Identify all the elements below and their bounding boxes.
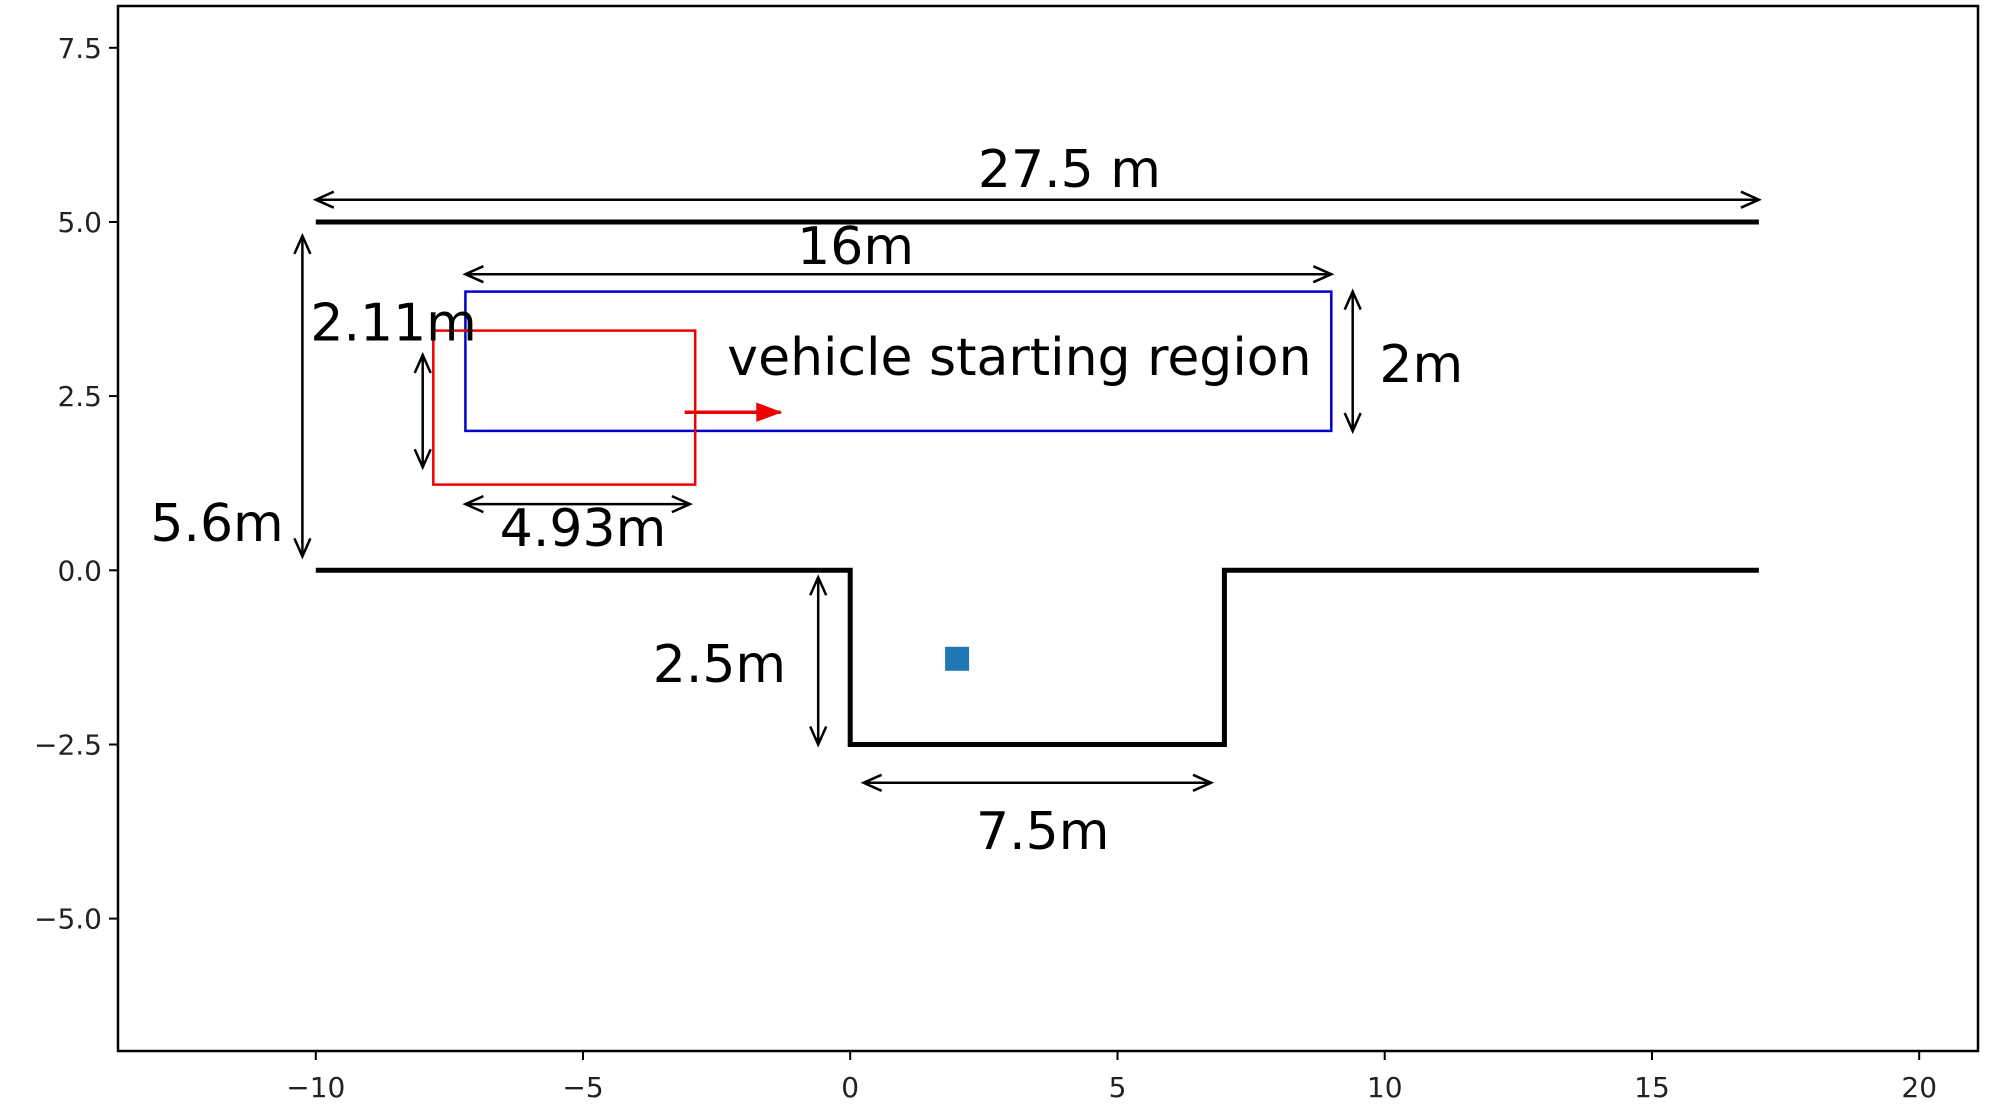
target-point	[945, 646, 970, 671]
x-tick-label: 15	[1634, 1071, 1670, 1104]
region-length-arrow	[462, 265, 1335, 284]
plot-area-frame	[116, 4, 1980, 1053]
vehicle-length-label: 4.93m	[500, 499, 666, 559]
y-tick-label: 7.5	[57, 32, 102, 65]
x-tick-label: −5	[562, 1071, 603, 1104]
vehicle-width-label: 2.11m	[310, 293, 476, 353]
annotation-labels: 27.5 m 16m 2m vehicle starting region 2.11m 4…	[150, 140, 1463, 862]
vehicle-starting-region	[464, 290, 1333, 433]
vehicle-length-arrow	[462, 494, 693, 514]
vehicle-width-arrow	[413, 351, 432, 471]
x-tick-label: 0	[841, 1071, 859, 1104]
x-tick-label: 20	[1901, 1071, 1937, 1104]
x-axis-ticks: −10 −5 0 5 10 15 20	[286, 1051, 1937, 1104]
region-name-label: vehicle starting region	[727, 328, 1311, 388]
slot-length-label: 7.5m	[976, 802, 1109, 862]
road-walls	[315, 219, 1759, 747]
y-tick-label: 5.0	[57, 206, 102, 239]
road-length-label: 27.5 m	[978, 140, 1161, 200]
dimension-arrows	[293, 190, 1762, 792]
y-tick-label: 2.5	[57, 380, 102, 413]
slot-depth-arrow	[809, 574, 828, 748]
y-tick-label: −2.5	[34, 729, 102, 762]
y-tick-label: −5.0	[34, 903, 102, 936]
heading-arrow	[684, 402, 783, 422]
region-length-label: 16m	[797, 217, 914, 277]
slot-length-arrow	[860, 773, 1215, 792]
y-axis-ticks: 7.5 5.0 2.5 0.0 −2.5 −5.0	[34, 32, 118, 936]
road-width-arrow	[293, 232, 312, 560]
slot-depth-label: 2.5m	[653, 635, 786, 695]
region-boxes	[432, 290, 1333, 486]
vehicle-body	[432, 329, 697, 486]
x-tick-label: 10	[1367, 1071, 1403, 1104]
region-width-arrow	[1343, 288, 1362, 435]
road-width-label: 5.6m	[150, 494, 283, 554]
x-tick-label: 5	[1109, 1071, 1127, 1104]
x-tick-label: −10	[286, 1071, 345, 1104]
bottom-road-edge-with-parking-slot	[315, 567, 1759, 747]
road-length-arrow	[312, 190, 1762, 209]
region-width-label: 2m	[1379, 335, 1463, 395]
data-points	[945, 646, 970, 671]
y-tick-label: 0.0	[57, 554, 102, 587]
